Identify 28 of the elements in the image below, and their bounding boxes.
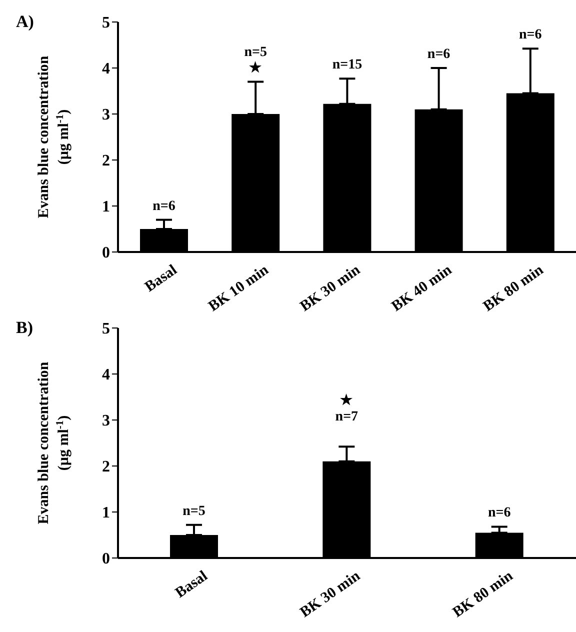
y-tick-label: 3 [102, 106, 110, 124]
y-tick-label: 4 [102, 366, 110, 384]
annotation: n=5 [182, 504, 206, 519]
annotation: n=6 [427, 47, 450, 62]
annotation: n=6 [152, 198, 176, 214]
x-tick-label: BK 80 min [480, 262, 548, 315]
chart-title: A) [16, 12, 34, 32]
y-tick-label: 0 [102, 550, 110, 568]
y-tick-label: 0 [102, 244, 110, 262]
x-tick-label: BK 30 min [297, 262, 364, 315]
x-tick-label: BK 80 min [450, 568, 516, 621]
x-tick-label: BK 30 min [297, 568, 364, 621]
chart-title: B) [16, 318, 33, 338]
y-tick-label: 1 [102, 198, 110, 216]
annotation: n=15 [332, 58, 362, 73]
annotation: n=6 [488, 506, 511, 521]
annotation: ★ n=7 [335, 392, 358, 425]
y-tick-label: 2 [102, 152, 110, 170]
y-tick-label: 4 [102, 60, 110, 78]
y-tick-label: 5 [102, 320, 110, 338]
annotation: n=5 ★ [244, 44, 267, 76]
y-tick-label: 1 [102, 504, 110, 522]
y-tick-label: 2 [102, 458, 110, 476]
x-tick-label: BK 40 min [389, 262, 456, 315]
x-tick-label: BK 10 min [206, 262, 272, 315]
annotation: n=6 [519, 28, 542, 43]
y-tick-label: 5 [102, 14, 110, 32]
y-tick-label: 3 [102, 412, 110, 430]
